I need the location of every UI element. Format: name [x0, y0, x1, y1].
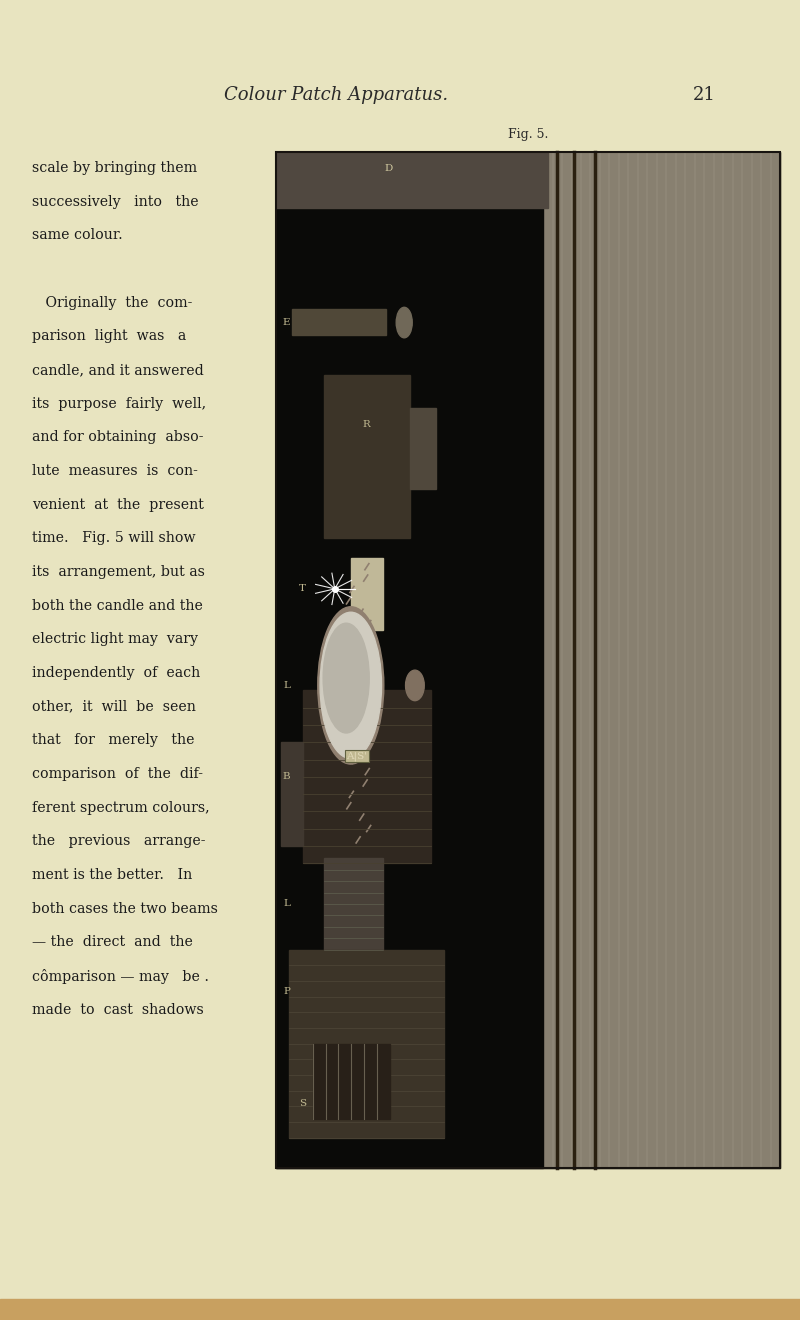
- Text: B: B: [283, 772, 290, 781]
- Text: scale by bringing them: scale by bringing them: [32, 161, 197, 176]
- Ellipse shape: [320, 612, 382, 759]
- Text: — the  direct  and  the: — the direct and the: [32, 935, 193, 949]
- Bar: [0, 1299, 800, 1320]
- Text: successively   into   the: successively into the: [32, 195, 198, 209]
- Text: independently  of  each: independently of each: [32, 665, 200, 680]
- Text: 21: 21: [693, 86, 715, 104]
- Text: ment is the better.   In: ment is the better. In: [32, 869, 192, 882]
- Ellipse shape: [318, 607, 384, 764]
- Text: the   previous   arrange-: the previous arrange-: [32, 834, 206, 849]
- Text: both the candle and the: both the candle and the: [32, 599, 203, 612]
- Text: L: L: [283, 899, 290, 908]
- Text: electric light may  vary: electric light may vary: [32, 632, 198, 647]
- Text: parison  light  was   a: parison light was a: [32, 330, 186, 343]
- Text: Fig. 5.: Fig. 5.: [508, 128, 548, 141]
- Text: ferent spectrum colours,: ferent spectrum colours,: [32, 800, 210, 814]
- Text: A|S': A|S': [346, 751, 367, 760]
- Text: D: D: [384, 164, 392, 173]
- Bar: [292, 309, 386, 335]
- Bar: [410, 408, 436, 490]
- Bar: [276, 152, 543, 1168]
- Text: E: E: [283, 318, 290, 327]
- Text: that   for   merely   the: that for merely the: [32, 734, 194, 747]
- Text: P: P: [283, 986, 290, 995]
- Text: its  arrangement, but as: its arrangement, but as: [32, 565, 205, 579]
- Bar: [276, 152, 780, 1168]
- Text: cômparison — may   be .: cômparison — may be .: [32, 969, 209, 983]
- Text: S: S: [299, 1100, 306, 1109]
- Text: same colour.: same colour.: [32, 228, 122, 243]
- Bar: [543, 152, 780, 1168]
- Bar: [276, 152, 549, 207]
- Text: venient  at  the  present: venient at the present: [32, 498, 204, 512]
- Ellipse shape: [406, 671, 424, 701]
- Bar: [324, 375, 410, 539]
- Text: Colour Patch Apparatus.: Colour Patch Apparatus.: [224, 86, 448, 104]
- Bar: [282, 742, 302, 846]
- Text: time.   Fig. 5 will show: time. Fig. 5 will show: [32, 531, 196, 545]
- Text: and for obtaining  abso-: and for obtaining abso-: [32, 430, 203, 445]
- Text: other,  it  will  be  seen: other, it will be seen: [32, 700, 196, 714]
- Text: made  to  cast  shadows: made to cast shadows: [32, 1003, 204, 1016]
- Text: T: T: [299, 585, 306, 594]
- Bar: [302, 690, 431, 863]
- Text: L: L: [283, 681, 290, 690]
- Text: Originally  the  com-: Originally the com-: [32, 296, 192, 310]
- Bar: [313, 1044, 390, 1119]
- Text: its  purpose  fairly  well,: its purpose fairly well,: [32, 396, 206, 411]
- Text: comparison  of  the  dif-: comparison of the dif-: [32, 767, 203, 781]
- Ellipse shape: [323, 623, 370, 733]
- Bar: [276, 152, 780, 1168]
- Text: lute  measures  is  con-: lute measures is con-: [32, 463, 198, 478]
- Bar: [350, 558, 383, 630]
- Text: both cases the two beams: both cases the two beams: [32, 902, 218, 916]
- Bar: [324, 858, 383, 949]
- Text: candle, and it answered: candle, and it answered: [32, 363, 204, 378]
- Bar: [290, 949, 444, 1138]
- Text: R: R: [363, 420, 370, 429]
- Ellipse shape: [396, 308, 412, 338]
